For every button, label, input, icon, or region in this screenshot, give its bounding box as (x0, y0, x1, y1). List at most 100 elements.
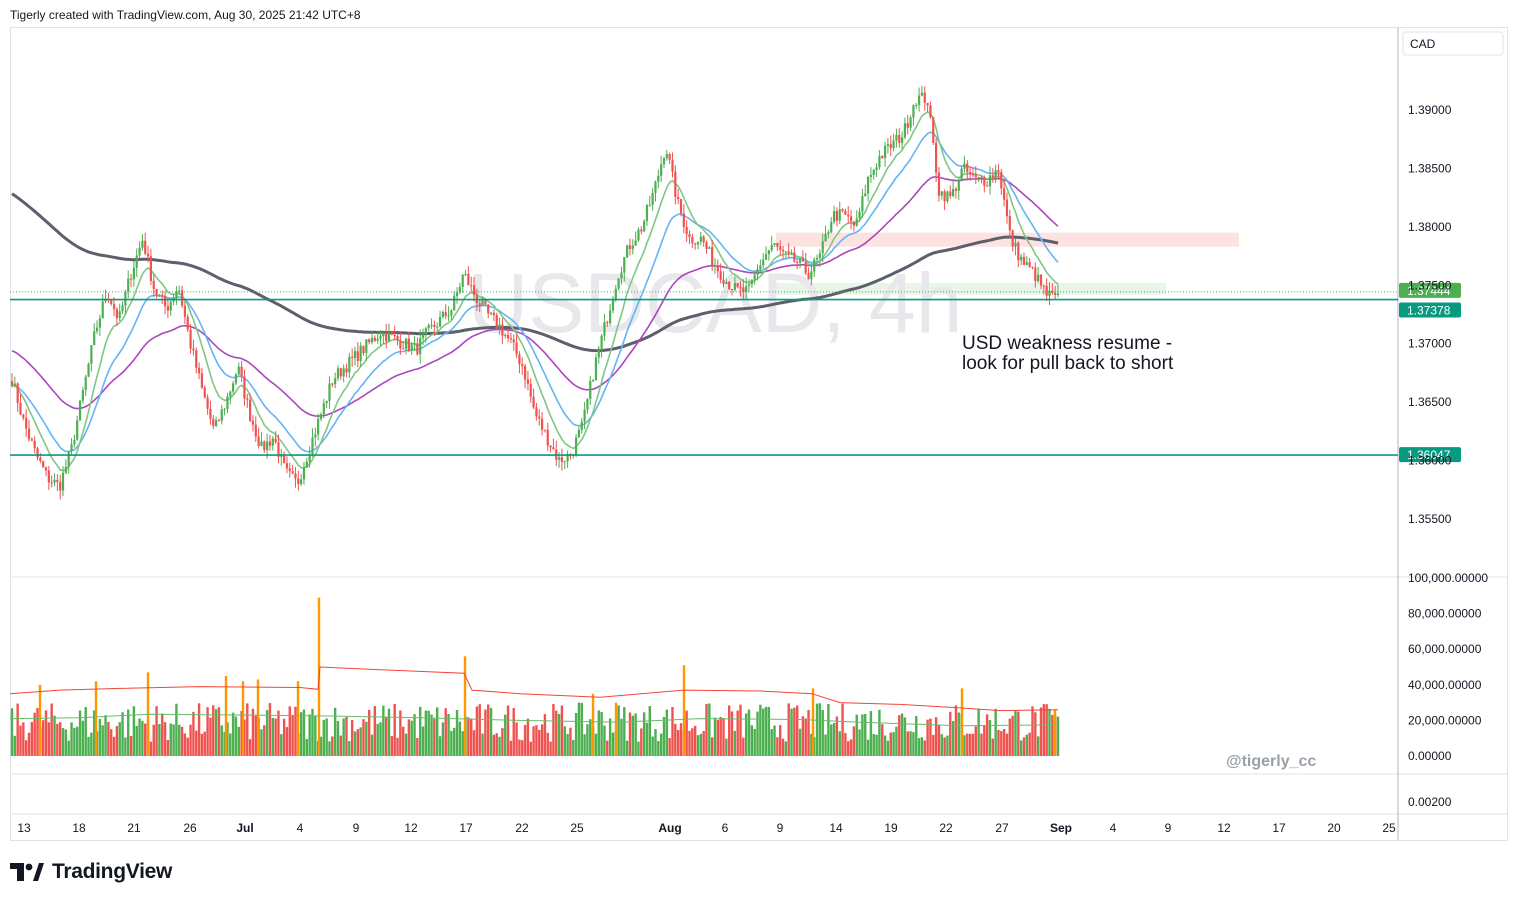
volume-bar-up (81, 720, 85, 756)
candle-down (849, 216, 853, 222)
candle-down (954, 188, 958, 191)
candle-up (645, 205, 649, 222)
volume-bar-down (546, 732, 549, 756)
candle-down (532, 396, 535, 408)
candle-down (1005, 199, 1009, 217)
candle-up (376, 338, 379, 341)
volume-ma-green (9, 713, 1059, 727)
candle-down (906, 123, 909, 128)
time-tick-label: 9 (777, 821, 784, 835)
volume-bar-down (518, 739, 521, 756)
volume-bar-up (124, 737, 127, 756)
candle-up (342, 368, 345, 377)
volume-bar-up (662, 716, 666, 756)
candle-up (214, 420, 218, 426)
candle-down (546, 429, 549, 446)
volume-bar-down (710, 737, 714, 756)
volume-bar-down (246, 703, 249, 756)
candle-up (662, 158, 666, 165)
volume-bar-down (22, 722, 25, 756)
volume-bar-down (898, 715, 901, 756)
volume-bar-down (509, 740, 513, 756)
candle-up (592, 380, 595, 382)
volume-bar-up (977, 709, 980, 756)
volume-bar-up (600, 711, 603, 756)
candle-down (243, 376, 246, 399)
candle-down (283, 454, 286, 464)
volume-bar-up (231, 712, 235, 756)
time-tick-label: Aug (658, 821, 681, 835)
volume-bar-down (472, 730, 476, 756)
volume-bar-up (379, 722, 382, 756)
candle-up (654, 181, 657, 193)
tradingview-logo-icon (10, 863, 44, 881)
candle-down (509, 338, 513, 340)
candle-up (141, 240, 144, 248)
candle-up (858, 211, 861, 219)
resistance-zone (776, 232, 1239, 247)
candle-down (986, 185, 989, 187)
price-tick-label: 1.36500 (1408, 395, 1452, 409)
volume-bar-up (138, 718, 141, 756)
volume-bar-up (461, 731, 464, 756)
candle-up (827, 232, 830, 234)
volume-bar-down (110, 729, 113, 756)
volume-bar-up (790, 708, 793, 756)
candle-down (688, 234, 691, 238)
candle-up (832, 210, 836, 223)
volume-bar-up (333, 707, 337, 756)
candle-up (450, 310, 453, 316)
volume-bar-up (220, 725, 223, 756)
volume-bar-down (384, 716, 388, 756)
volume-bar-up (353, 731, 357, 756)
volume-bar-down (144, 723, 147, 756)
volume-bar-down (983, 725, 986, 756)
candle-up (300, 479, 303, 485)
time-tick-label: 17 (459, 821, 473, 835)
price-level-tag (1399, 447, 1461, 463)
volume-bar-up (620, 718, 623, 756)
volume-bar-down (362, 719, 365, 756)
volume-tick-label: 100,000.00000 (1408, 571, 1488, 585)
candle-down (730, 289, 734, 291)
candle-up (886, 144, 890, 146)
candle-down (294, 473, 297, 479)
candle-down (16, 383, 19, 403)
currency-selector[interactable] (1402, 31, 1504, 56)
candle-up (563, 461, 566, 463)
volume-bar-up (121, 712, 124, 756)
candle-down (512, 339, 515, 343)
candle-down (10, 381, 14, 386)
volume-bar-up (418, 706, 422, 756)
volume-bar-down (163, 722, 167, 756)
volume-bar-down (906, 731, 909, 756)
volume-bar-down (688, 730, 691, 756)
candle-up (960, 168, 963, 181)
tradingview-logo[interactable]: TradingView (10, 858, 172, 886)
volume-bar-down (676, 729, 680, 756)
volume-bar-up (404, 733, 408, 756)
candle-up (733, 282, 736, 290)
candle-up (634, 240, 637, 246)
price-tick-label: 1.35500 (1408, 512, 1452, 526)
candle-up (583, 409, 586, 422)
volume-bar-up (838, 731, 841, 756)
candle-up (118, 311, 121, 319)
candle-up (325, 400, 328, 404)
volume-bar-up (387, 708, 391, 756)
candle-up (810, 271, 813, 280)
volume-bar-down (705, 703, 708, 756)
candle-up (64, 466, 67, 473)
candle-up (657, 175, 660, 182)
volume-bar-down (282, 718, 286, 756)
volume-bar-up (858, 729, 861, 756)
candle-up (643, 221, 646, 232)
candle-up (127, 278, 130, 292)
time-tick-label: 14 (829, 821, 843, 835)
candle-up (878, 156, 881, 168)
candle-up (603, 322, 606, 336)
volume-bar-down (285, 727, 289, 756)
volume-bar-up (583, 734, 586, 756)
candle-down (980, 176, 983, 179)
